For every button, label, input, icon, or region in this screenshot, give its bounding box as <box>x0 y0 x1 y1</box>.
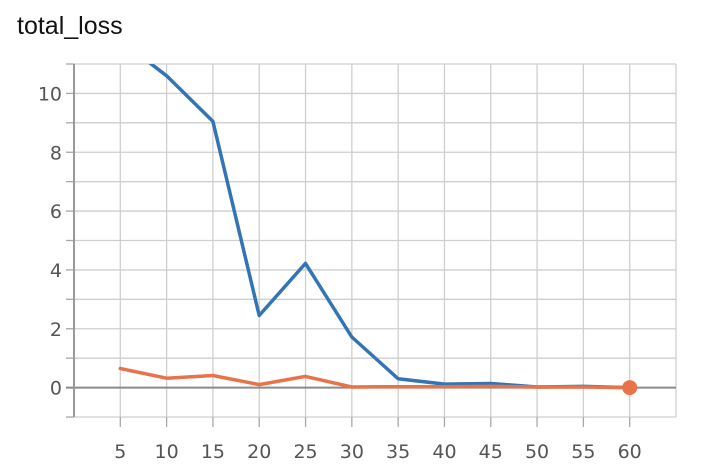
series-line-2 <box>118 366 632 390</box>
x-tick-label: 15 <box>201 441 225 463</box>
y-tick-label: 2 <box>50 319 62 341</box>
x-tick-label: 35 <box>386 441 410 463</box>
x-tick-label: 5 <box>114 441 126 463</box>
x-tick-label: 40 <box>432 441 456 463</box>
y-tick-label: 8 <box>50 142 62 164</box>
y-tick-label: 10 <box>38 83 62 105</box>
chart-grid <box>73 63 677 418</box>
series-line-1 <box>148 64 632 390</box>
chart-tick-labels: 0 2 4 6 8 10 5 10 15 20 25 30 35 40 45 50 55 60 <box>38 83 642 463</box>
x-tick-label: 55 <box>571 441 595 463</box>
x-tick-label: 10 <box>155 441 179 463</box>
chart-axes <box>66 63 676 427</box>
y-tick-label: 6 <box>50 201 62 223</box>
x-tick-label: 45 <box>479 441 503 463</box>
x-tick-label: 50 <box>525 441 549 463</box>
y-tick-label: 0 <box>50 378 62 400</box>
y-tick-label: 4 <box>50 260 62 282</box>
x-tick-label: 30 <box>340 441 364 463</box>
x-tick-label: 20 <box>247 441 271 463</box>
x-tick-label: 25 <box>293 441 317 463</box>
x-tick-label: 60 <box>618 441 642 463</box>
chart-title: total_loss <box>17 12 123 40</box>
chart-series <box>118 64 638 396</box>
series-end-marker <box>622 380 638 396</box>
